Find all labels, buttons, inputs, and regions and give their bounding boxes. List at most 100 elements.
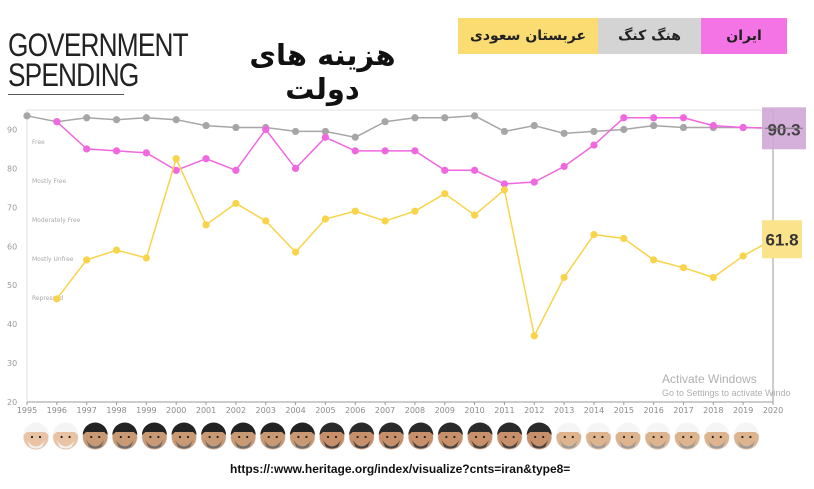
beard [382, 440, 401, 449]
x-tick-label: 2000 [166, 406, 186, 415]
end-label-text: 90.3 [767, 120, 800, 139]
eye [356, 435, 359, 439]
leader-ahmadinejad-icon [319, 422, 345, 450]
eye [571, 435, 574, 439]
leader-ahmadinejad-icon [496, 422, 523, 450]
series-point-hongkong [530, 121, 538, 130]
eye [415, 435, 418, 439]
x-tick-label: 2001 [196, 406, 216, 415]
legend-item-saudi[interactable]: عربستان سعودی [458, 18, 598, 54]
y-tick-label: 30 [7, 359, 17, 368]
leader-ahmadinejad-icon [348, 422, 375, 450]
x-tick-label: 1995 [17, 406, 37, 415]
x-tick-label: 1997 [77, 406, 97, 415]
y-tick-label: 20 [7, 398, 17, 407]
leader-ahmadinejad-icon [467, 422, 493, 450]
leader-khatami-icon [112, 422, 138, 450]
y-tick-label: 70 [7, 203, 17, 212]
headwear [497, 422, 523, 435]
x-tick-label: 2016 [643, 406, 663, 415]
series-point-saudi [530, 332, 538, 340]
legend-item-hongkong[interactable]: هنگ کنگ [598, 18, 701, 54]
brand-underline [8, 94, 124, 95]
eye [394, 435, 397, 439]
eye [749, 435, 752, 439]
series-point-saudi [142, 254, 150, 262]
beard [441, 440, 460, 449]
x-tick-label: 1999 [136, 406, 156, 415]
eye [660, 435, 663, 439]
eye [741, 435, 744, 439]
x-tick-label: 2007 [375, 406, 395, 415]
headwear [526, 422, 552, 435]
eye [208, 435, 211, 439]
eye [238, 435, 241, 439]
eye [68, 435, 71, 439]
series-point-iran [202, 155, 210, 163]
x-tick-label: 2005 [315, 406, 335, 415]
eye [90, 435, 93, 439]
eye [364, 435, 367, 439]
eye [38, 435, 42, 439]
leader-rafsanjani-icon [52, 422, 79, 450]
legend-label-iran: ایران [726, 28, 762, 44]
headwear [82, 422, 108, 435]
series-point-hongkong [351, 133, 359, 141]
end-label-hongkong-iran: 90.3 [762, 107, 806, 150]
leader-rouhani-icon [615, 422, 641, 450]
beard [56, 440, 75, 449]
series-point-hongkong [471, 112, 479, 120]
series-point-iran [262, 125, 270, 134]
x-tick-label: 2009 [435, 406, 455, 415]
series-point-hongkong [172, 116, 180, 124]
headwear [674, 422, 700, 435]
headwear [141, 422, 167, 435]
headwear [556, 422, 582, 435]
leader-rafsanjani-icon [23, 422, 49, 450]
series-point-iran [709, 121, 717, 130]
source-url[interactable]: https://:www.heritage.org/index/visualiz… [230, 462, 571, 476]
y-tick-label: 50 [7, 281, 17, 290]
y-tick-label: 80 [7, 164, 17, 173]
y-tick-label: 90 [7, 125, 17, 134]
leader-ahmadinejad-icon [437, 422, 464, 450]
leader-ahmadinejad-icon [378, 422, 404, 450]
eye [445, 435, 448, 439]
eye [246, 435, 249, 439]
legend-item-iran[interactable]: ایران [701, 18, 787, 54]
eye [297, 435, 300, 439]
headwear [289, 422, 315, 435]
series-point-saudi [679, 264, 688, 272]
beard [678, 440, 697, 449]
series-point-hongkong [650, 121, 658, 130]
leader-khatami-icon [171, 422, 197, 450]
eye [630, 435, 634, 439]
series-point-saudi [620, 234, 628, 243]
leader-rouhani-icon [674, 422, 700, 450]
series-point-hongkong [83, 114, 91, 122]
headwear [349, 422, 375, 435]
series-point-hongkong [381, 118, 389, 126]
series-point-iran [530, 178, 538, 186]
series-point-hongkong [232, 123, 240, 132]
series-point-iran [590, 141, 598, 149]
x-tick-label: 2012 [524, 406, 544, 415]
eye [157, 435, 160, 439]
series-point-saudi [321, 215, 329, 223]
series-point-iran [411, 147, 419, 155]
series-point-saudi [232, 199, 240, 208]
series-point-hongkong [112, 116, 121, 124]
eye [593, 435, 596, 439]
leader-rouhani-icon [585, 422, 612, 450]
series-line-saudi [56, 156, 774, 339]
series-point-saudi [262, 217, 270, 225]
beard [589, 440, 608, 449]
series-point-hongkong [411, 114, 419, 122]
eye [504, 435, 507, 439]
headwear [408, 422, 434, 435]
x-tick-label: 2010 [464, 406, 484, 415]
x-tick-label: 2017 [673, 406, 693, 415]
x-tick-label: 1996 [47, 406, 67, 415]
series-point-iran [142, 149, 150, 157]
series-point-saudi [351, 207, 359, 215]
